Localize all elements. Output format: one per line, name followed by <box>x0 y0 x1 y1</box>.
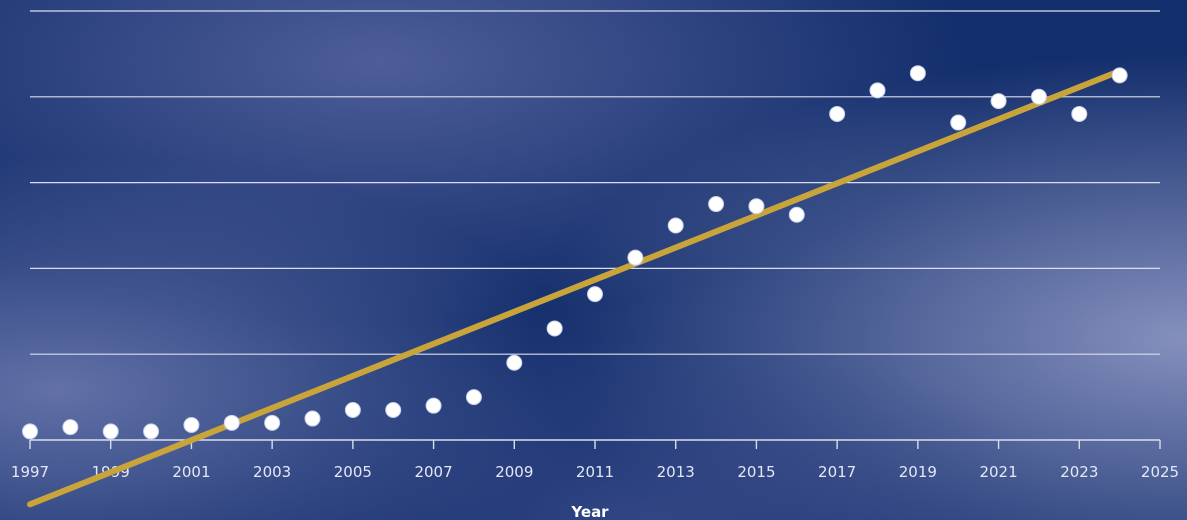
data-point <box>829 105 846 122</box>
x-tick-label: 2025 <box>1141 463 1179 481</box>
x-tick-label: 2019 <box>899 463 937 481</box>
x-tick-label: 2021 <box>979 463 1017 481</box>
data-point <box>627 249 644 266</box>
data-point <box>22 423 38 440</box>
data-point <box>264 414 281 431</box>
data-point <box>425 397 442 414</box>
data-point <box>708 196 725 213</box>
data-point <box>1111 67 1128 84</box>
x-tick-label: 2009 <box>495 463 533 481</box>
data-point <box>304 410 321 427</box>
x-tick-label: 2023 <box>1060 463 1098 481</box>
data-point <box>102 423 119 440</box>
data-point <box>950 114 967 131</box>
data-point <box>748 198 765 215</box>
x-tick-label: 2003 <box>253 463 291 481</box>
data-point <box>223 414 240 431</box>
data-point <box>344 401 361 418</box>
data-point <box>546 320 563 337</box>
x-tick-label: 2015 <box>737 463 775 481</box>
data-point <box>1071 105 1088 122</box>
data-point <box>385 401 402 418</box>
data-point <box>788 206 805 223</box>
x-tick-label: 2011 <box>576 463 614 481</box>
x-tick-label: 2013 <box>657 463 695 481</box>
x-axis <box>29 439 1161 449</box>
trendline-group <box>27 68 1123 508</box>
x-tick-label: 2017 <box>818 463 856 481</box>
x-axis-title: Year <box>570 503 609 520</box>
data-point <box>869 82 886 99</box>
data-point <box>667 217 684 234</box>
trendline <box>27 68 1123 508</box>
x-tick-label: 2005 <box>334 463 372 481</box>
data-point <box>909 65 926 82</box>
data-point <box>506 354 523 371</box>
data-point <box>990 93 1007 110</box>
x-tick-label: 1997 <box>11 463 49 481</box>
data-point <box>465 389 482 406</box>
x-tick-label: 2007 <box>414 463 452 481</box>
data-point <box>143 423 160 440</box>
x-tick-label: 2001 <box>172 463 210 481</box>
gridlines <box>30 10 1160 355</box>
data-points <box>22 65 1128 440</box>
data-point <box>1030 88 1047 105</box>
data-point <box>62 419 79 436</box>
data-point <box>183 416 200 433</box>
data-point <box>587 286 603 303</box>
x-tick-labels: 1997199920012003200520072009201120132015… <box>11 463 1179 481</box>
